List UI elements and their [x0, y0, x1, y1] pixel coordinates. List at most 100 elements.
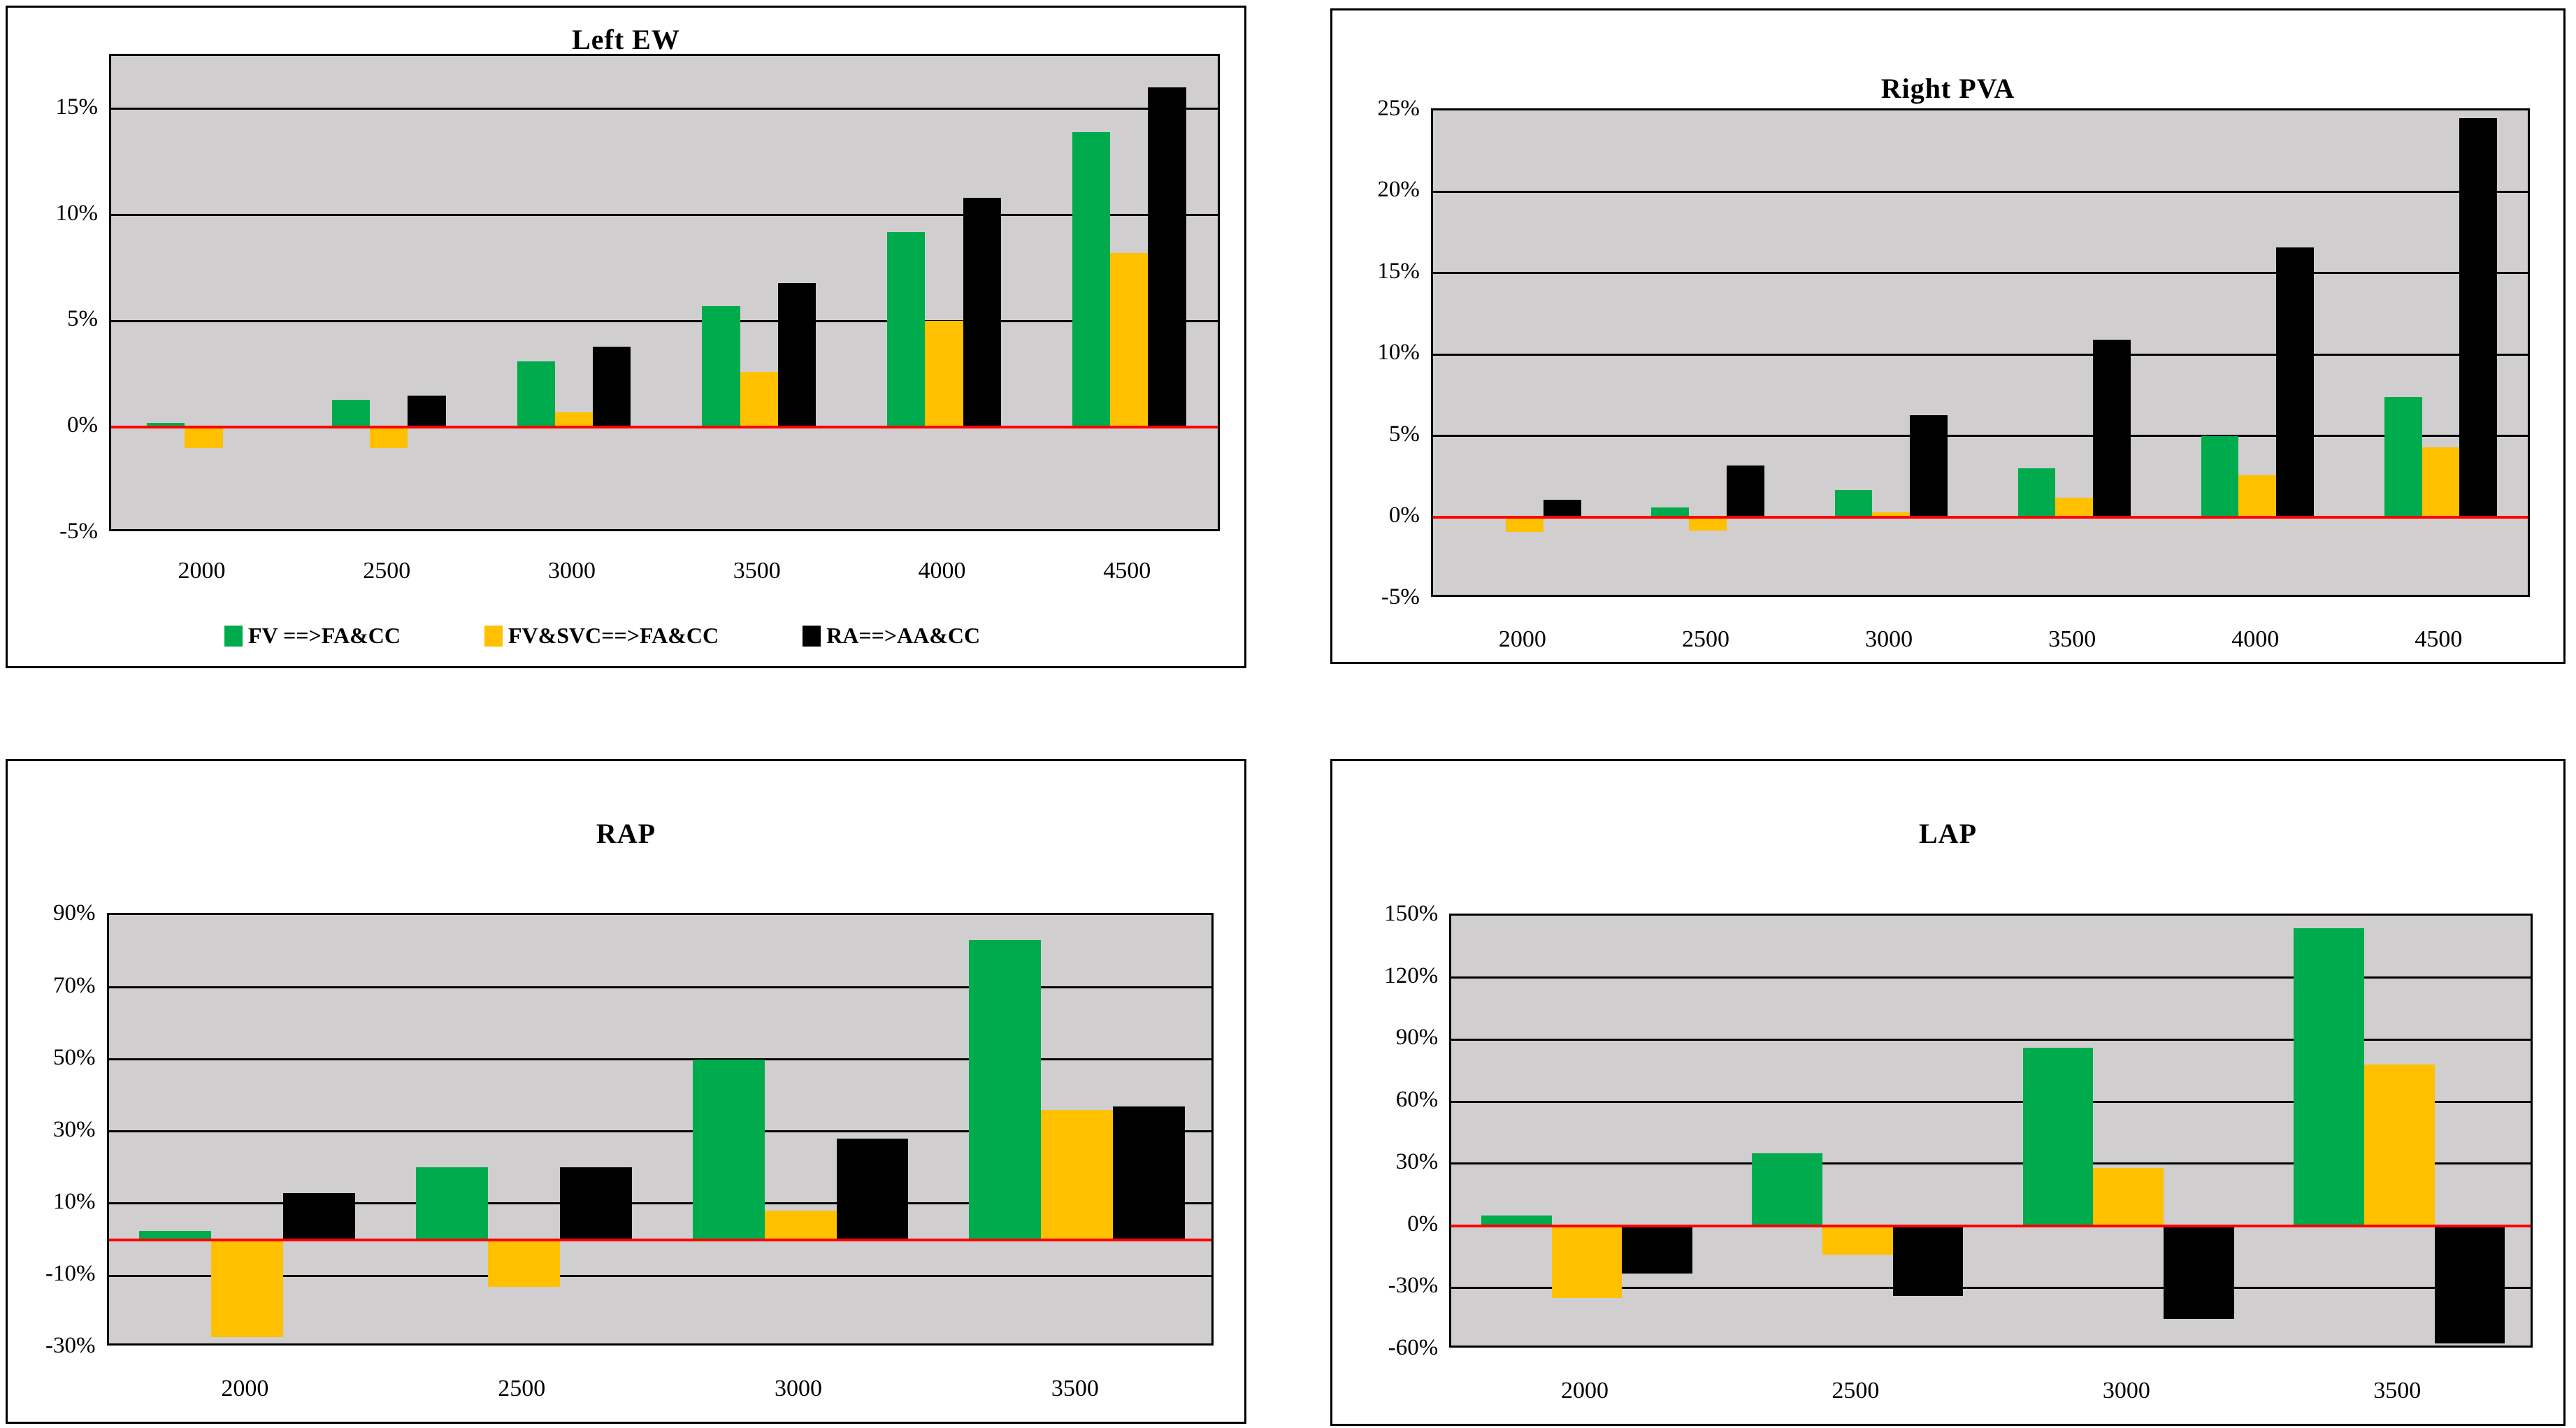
bar-green	[331, 399, 370, 428]
legend-label: FV&SVC==>FA&CC	[508, 623, 719, 648]
y-tick-label: 60%	[1395, 1087, 1439, 1113]
plot-region-left-ew: 15% 10% 5% 0% -5% 2000 2500 3000 3500 4000 4500	[8, 8, 1244, 666]
bar-green	[139, 1231, 211, 1240]
x-tick-label: 2500	[1682, 626, 1730, 652]
x-tick-label: 4000	[2231, 626, 2280, 652]
y-tick-label: 10%	[55, 200, 99, 226]
gridline	[1451, 1286, 2531, 1289]
bar-green	[1651, 507, 1690, 518]
legend-item-green: FV ==>FA&CC	[224, 623, 401, 649]
bar-black	[2434, 1225, 2505, 1344]
bar-yellow	[2238, 475, 2277, 518]
zero-line	[1451, 1224, 2531, 1227]
bar-black	[2459, 118, 2497, 518]
gridline	[1432, 435, 2528, 438]
y-tick-label: -10%	[45, 1261, 96, 1287]
bar-black	[1726, 465, 1764, 518]
chart-panel-left-ew: Left EW 15% 10% 5% 0% -5% 2000 2500 3000 3500 400…	[6, 6, 1246, 668]
gridline	[111, 319, 1218, 322]
bar-yellow	[2055, 498, 2094, 518]
y-tick-label: 25%	[1377, 95, 1420, 121]
plot-area	[1449, 914, 2533, 1348]
y-tick-label: 15%	[55, 94, 99, 120]
zero-line	[108, 1238, 1211, 1241]
bar-black	[1113, 1106, 1186, 1240]
y-tick-label: 120%	[1384, 962, 1439, 988]
bar-black	[2093, 340, 2131, 518]
bar-yellow	[1689, 517, 1727, 531]
zero-line	[111, 426, 1218, 429]
plot-area	[109, 53, 1220, 531]
chart-panel-right-pva: Right PVA 25% 20% 15% 10% 5% 0% -5% 2000 2500 300…	[1330, 8, 2566, 664]
x-tick-label: 2000	[221, 1375, 269, 1401]
x-tick-label: 2000	[178, 557, 226, 584]
bar-yellow	[925, 321, 963, 428]
bar-black	[1148, 87, 1186, 428]
bar-yellow	[1041, 1109, 1114, 1240]
y-tick-label: 0%	[1407, 1211, 1439, 1236]
bar-yellow	[1110, 253, 1149, 428]
gridline	[111, 214, 1218, 217]
bar-yellow	[1506, 517, 1544, 533]
bar-green	[2017, 468, 2056, 518]
y-tick-label: 10%	[53, 1189, 96, 1214]
y-tick-label: 90%	[1395, 1025, 1439, 1051]
y-tick-label: 5%	[1388, 421, 1420, 447]
bar-yellow	[370, 427, 408, 449]
plot-region-rap: 90% 70% 50% 30% 10% -10% -30% 2000 2500 3000 3500	[8, 761, 1244, 1422]
bar-yellow	[2363, 1064, 2435, 1226]
bar-black	[777, 282, 816, 428]
gridline	[1451, 1038, 2531, 1041]
legend-item-black: RA==>AA&CC	[803, 623, 980, 649]
y-tick-label: 20%	[1377, 177, 1420, 203]
gridline	[108, 1130, 1211, 1133]
chart-panel-rap: RAP 90% 70% 50% 30% 10% -10% -30% 2000 2500 3000 3…	[6, 759, 1246, 1424]
bar-green	[887, 231, 926, 428]
bar-yellow	[1872, 512, 1910, 518]
bar-green	[2022, 1048, 2094, 1226]
x-tick-label: 2500	[363, 557, 411, 584]
x-tick-label: 3000	[775, 1375, 823, 1401]
y-tick-label: -5%	[59, 518, 99, 544]
y-tick-label: 150%	[1384, 901, 1439, 927]
bar-black	[2164, 1225, 2234, 1319]
y-tick-label: 30%	[53, 1116, 96, 1142]
gridline	[108, 1058, 1211, 1061]
y-tick-label: 10%	[1377, 340, 1420, 366]
green-series-swatch	[224, 625, 243, 647]
bar-yellow	[2422, 447, 2460, 518]
bar-green	[2384, 396, 2422, 518]
plot-area	[1430, 108, 2531, 597]
bar-green	[702, 306, 740, 428]
bar-black	[1909, 414, 1948, 518]
x-tick-label: 4500	[2415, 626, 2463, 652]
chart-title-right-pva: Right PVA	[1880, 73, 2015, 104]
bar-yellow	[1822, 1225, 1893, 1255]
bar-yellow	[740, 372, 778, 428]
bar-green	[147, 423, 185, 428]
y-tick-label: 5%	[67, 306, 99, 332]
x-tick-label: 3500	[2373, 1377, 2422, 1404]
bar-yellow	[1551, 1225, 1622, 1299]
gridline	[108, 1202, 1211, 1205]
yellow-series-swatch	[484, 625, 503, 647]
bar-black	[593, 346, 631, 428]
gridline	[1451, 1162, 2531, 1165]
x-tick-label: 4500	[1103, 557, 1151, 584]
gridline	[1451, 976, 2531, 979]
bar-green	[415, 1167, 488, 1240]
bar-black	[282, 1192, 355, 1240]
gridline	[1432, 190, 2528, 193]
bar-green	[2294, 928, 2364, 1226]
plot-region-lap: 150% 120% 90% 60% 30% 0% -30% -60% 2000 2500 3000 3…	[1332, 761, 2563, 1424]
y-tick-label: -30%	[1388, 1273, 1439, 1299]
bar-green	[1481, 1215, 1552, 1226]
bar-yellow	[185, 427, 223, 449]
x-tick-label: 4000	[918, 557, 966, 584]
plot-region-right-pva: 25% 20% 15% 10% 5% 0% -5% 2000 2500 3000 3500 4000 4…	[1332, 10, 2563, 662]
chart-title-lap: LAP	[1919, 818, 1977, 849]
y-tick-label: -5%	[1381, 584, 1420, 610]
bar-yellow	[554, 412, 593, 428]
x-tick-label: 2500	[498, 1375, 546, 1401]
